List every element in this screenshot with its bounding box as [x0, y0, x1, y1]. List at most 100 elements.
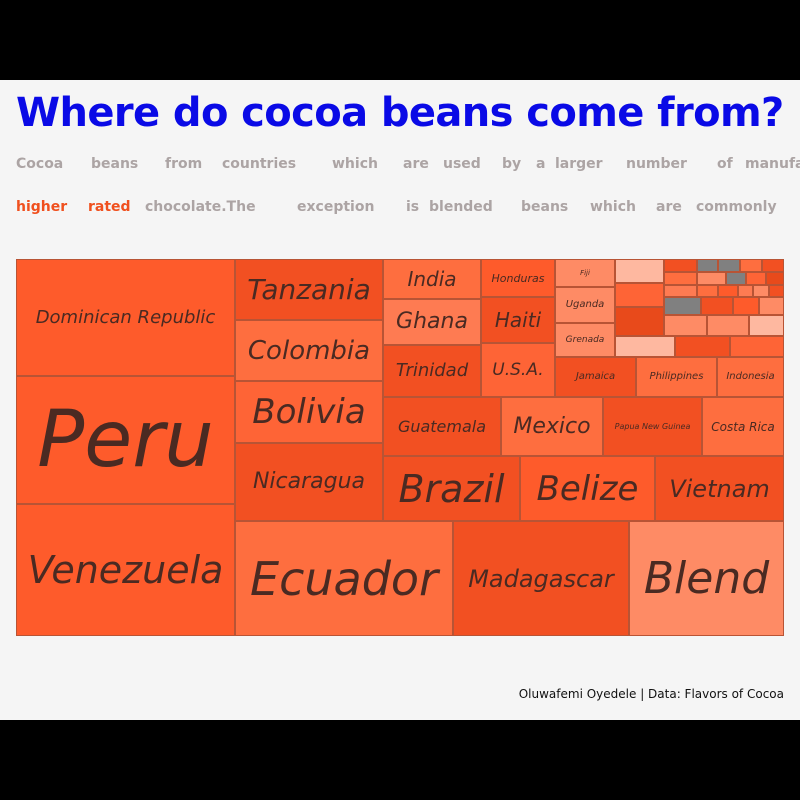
- treemap-cell: Ghana: [383, 299, 481, 345]
- subtitle-word: are: [403, 156, 429, 172]
- treemap-label: Ghana: [396, 309, 468, 334]
- subtitle-word: beans: [91, 156, 139, 172]
- subtitle-word: used: [443, 156, 481, 172]
- treemap-label: Bolivia: [252, 392, 366, 432]
- treemap-label: Vietnam: [669, 474, 770, 503]
- treemap-cell: [697, 259, 718, 272]
- subtitle-word: exception: [297, 199, 375, 215]
- treemap-label: Brazil: [398, 466, 505, 511]
- treemap-cell: [733, 297, 759, 315]
- treemap-label: Uganda: [565, 299, 605, 310]
- treemap-cell: Colombia: [235, 320, 383, 381]
- treemap-label: Guatemala: [397, 416, 487, 436]
- treemap-cell: Guatemala: [383, 397, 501, 456]
- treemap-cell: [615, 283, 664, 307]
- treemap-cell: [615, 307, 664, 336]
- subtitle-word: of: [717, 156, 733, 172]
- treemap-cell: Tanzania: [235, 259, 383, 320]
- treemap-label: Fiji: [580, 268, 590, 277]
- treemap-cell: [718, 285, 738, 297]
- treemap-cell: [664, 297, 701, 315]
- treemap-cell: Uganda: [555, 287, 615, 323]
- treemap-cell: [664, 259, 697, 272]
- treemap-label: Venezuela: [27, 548, 224, 592]
- subtitle-word: countries: [222, 156, 297, 172]
- treemap-cell: Trinidad: [383, 345, 481, 397]
- subtitle-word: larger: [555, 156, 603, 172]
- treemap-cell: [615, 336, 675, 357]
- treemap-cell: U.S.A.: [481, 343, 555, 397]
- treemap-cell: Dominican Republic: [16, 259, 235, 376]
- subtitle-word: rated: [88, 199, 131, 215]
- treemap-cell: [707, 315, 749, 336]
- subtitle-word: is: [406, 199, 420, 215]
- treemap-cell: [718, 259, 740, 272]
- treemap-label: Madagascar: [468, 564, 614, 593]
- subtitle-word: are: [656, 199, 682, 215]
- subtitle-word: from: [165, 156, 203, 172]
- treemap-cell: India: [383, 259, 481, 299]
- treemap-label: Costa Rica: [711, 419, 775, 434]
- treemap-cell: Jamaica: [555, 357, 636, 397]
- treemap-cell: [738, 285, 753, 297]
- subtitle-word: Cocoa: [16, 156, 64, 172]
- treemap-label: India: [407, 267, 457, 291]
- treemap-cell: Venezuela: [16, 504, 235, 636]
- chart-card: Where do cocoa beans come from? Cocoa bea…: [0, 80, 800, 720]
- treemap-cell: [726, 272, 746, 285]
- treemap-cell: Belize: [520, 456, 655, 521]
- treemap-label: Haiti: [494, 308, 542, 332]
- treemap-cell: Bolivia: [235, 381, 383, 443]
- subtitle-word: blended: [429, 199, 493, 215]
- treemap-cell: Peru: [16, 376, 235, 504]
- treemap-cell: [664, 315, 707, 336]
- treemap-label: Papua New Guinea: [614, 421, 691, 431]
- treemap-cell: [730, 336, 784, 357]
- treemap-cell: [759, 297, 784, 315]
- treemap-label: Philippines: [649, 371, 704, 382]
- treemap-label: Tanzania: [247, 272, 371, 306]
- treemap-cell: Haiti: [481, 297, 555, 343]
- treemap-label: Trinidad: [395, 360, 469, 381]
- treemap-cell: [664, 285, 697, 297]
- treemap-cell: Honduras: [481, 259, 555, 297]
- treemap-label: Colombia: [247, 335, 371, 366]
- subtitle-word: beans: [521, 199, 569, 215]
- treemap-cell: Grenada: [555, 323, 615, 357]
- chart-title: Where do cocoa beans come from?: [16, 90, 784, 136]
- treemap-cell: Mexico: [501, 397, 603, 456]
- treemap-cell: Philippines: [636, 357, 717, 397]
- subtitle-word: number: [626, 156, 687, 172]
- treemap-cell: Papua New Guinea: [603, 397, 702, 456]
- subtitle-word: which: [590, 199, 636, 215]
- treemap-label: Peru: [37, 395, 214, 485]
- treemap-label: Belize: [536, 468, 639, 509]
- treemap-cell: [697, 285, 718, 297]
- treemap-cell: [664, 272, 697, 285]
- treemap-cell: [769, 285, 784, 297]
- treemap-cell: [701, 297, 733, 315]
- treemap-label: U.S.A.: [492, 359, 544, 380]
- treemap-label: Dominican Republic: [35, 306, 216, 328]
- treemap-cell: [762, 259, 784, 272]
- treemap-cell: [746, 272, 766, 285]
- treemap-cell: [697, 272, 726, 285]
- treemap-label: Mexico: [513, 413, 591, 439]
- treemap-cell: [753, 285, 769, 297]
- treemap-cell: Ecuador: [235, 521, 453, 636]
- subtitle-word: commonly: [696, 199, 777, 215]
- treemap-cell: Fiji: [555, 259, 615, 287]
- treemap-cell: [615, 259, 664, 283]
- treemap-label: Grenada: [565, 334, 605, 345]
- treemap-label: Nicaragua: [252, 469, 366, 494]
- subtitle-word: chocolate.The: [145, 199, 256, 215]
- treemap-cell: [675, 336, 730, 357]
- treemap-cell: Blend: [629, 521, 784, 636]
- treemap-cell: Indonesia: [717, 357, 784, 397]
- subtitle-word: manufac: [745, 156, 800, 172]
- treemap-cell: Costa Rica: [702, 397, 784, 456]
- treemap-cell: Brazil: [383, 456, 520, 521]
- treemap-label: Indonesia: [726, 371, 775, 382]
- treemap-label: Jamaica: [575, 371, 616, 382]
- treemap-label: Blend: [643, 552, 770, 604]
